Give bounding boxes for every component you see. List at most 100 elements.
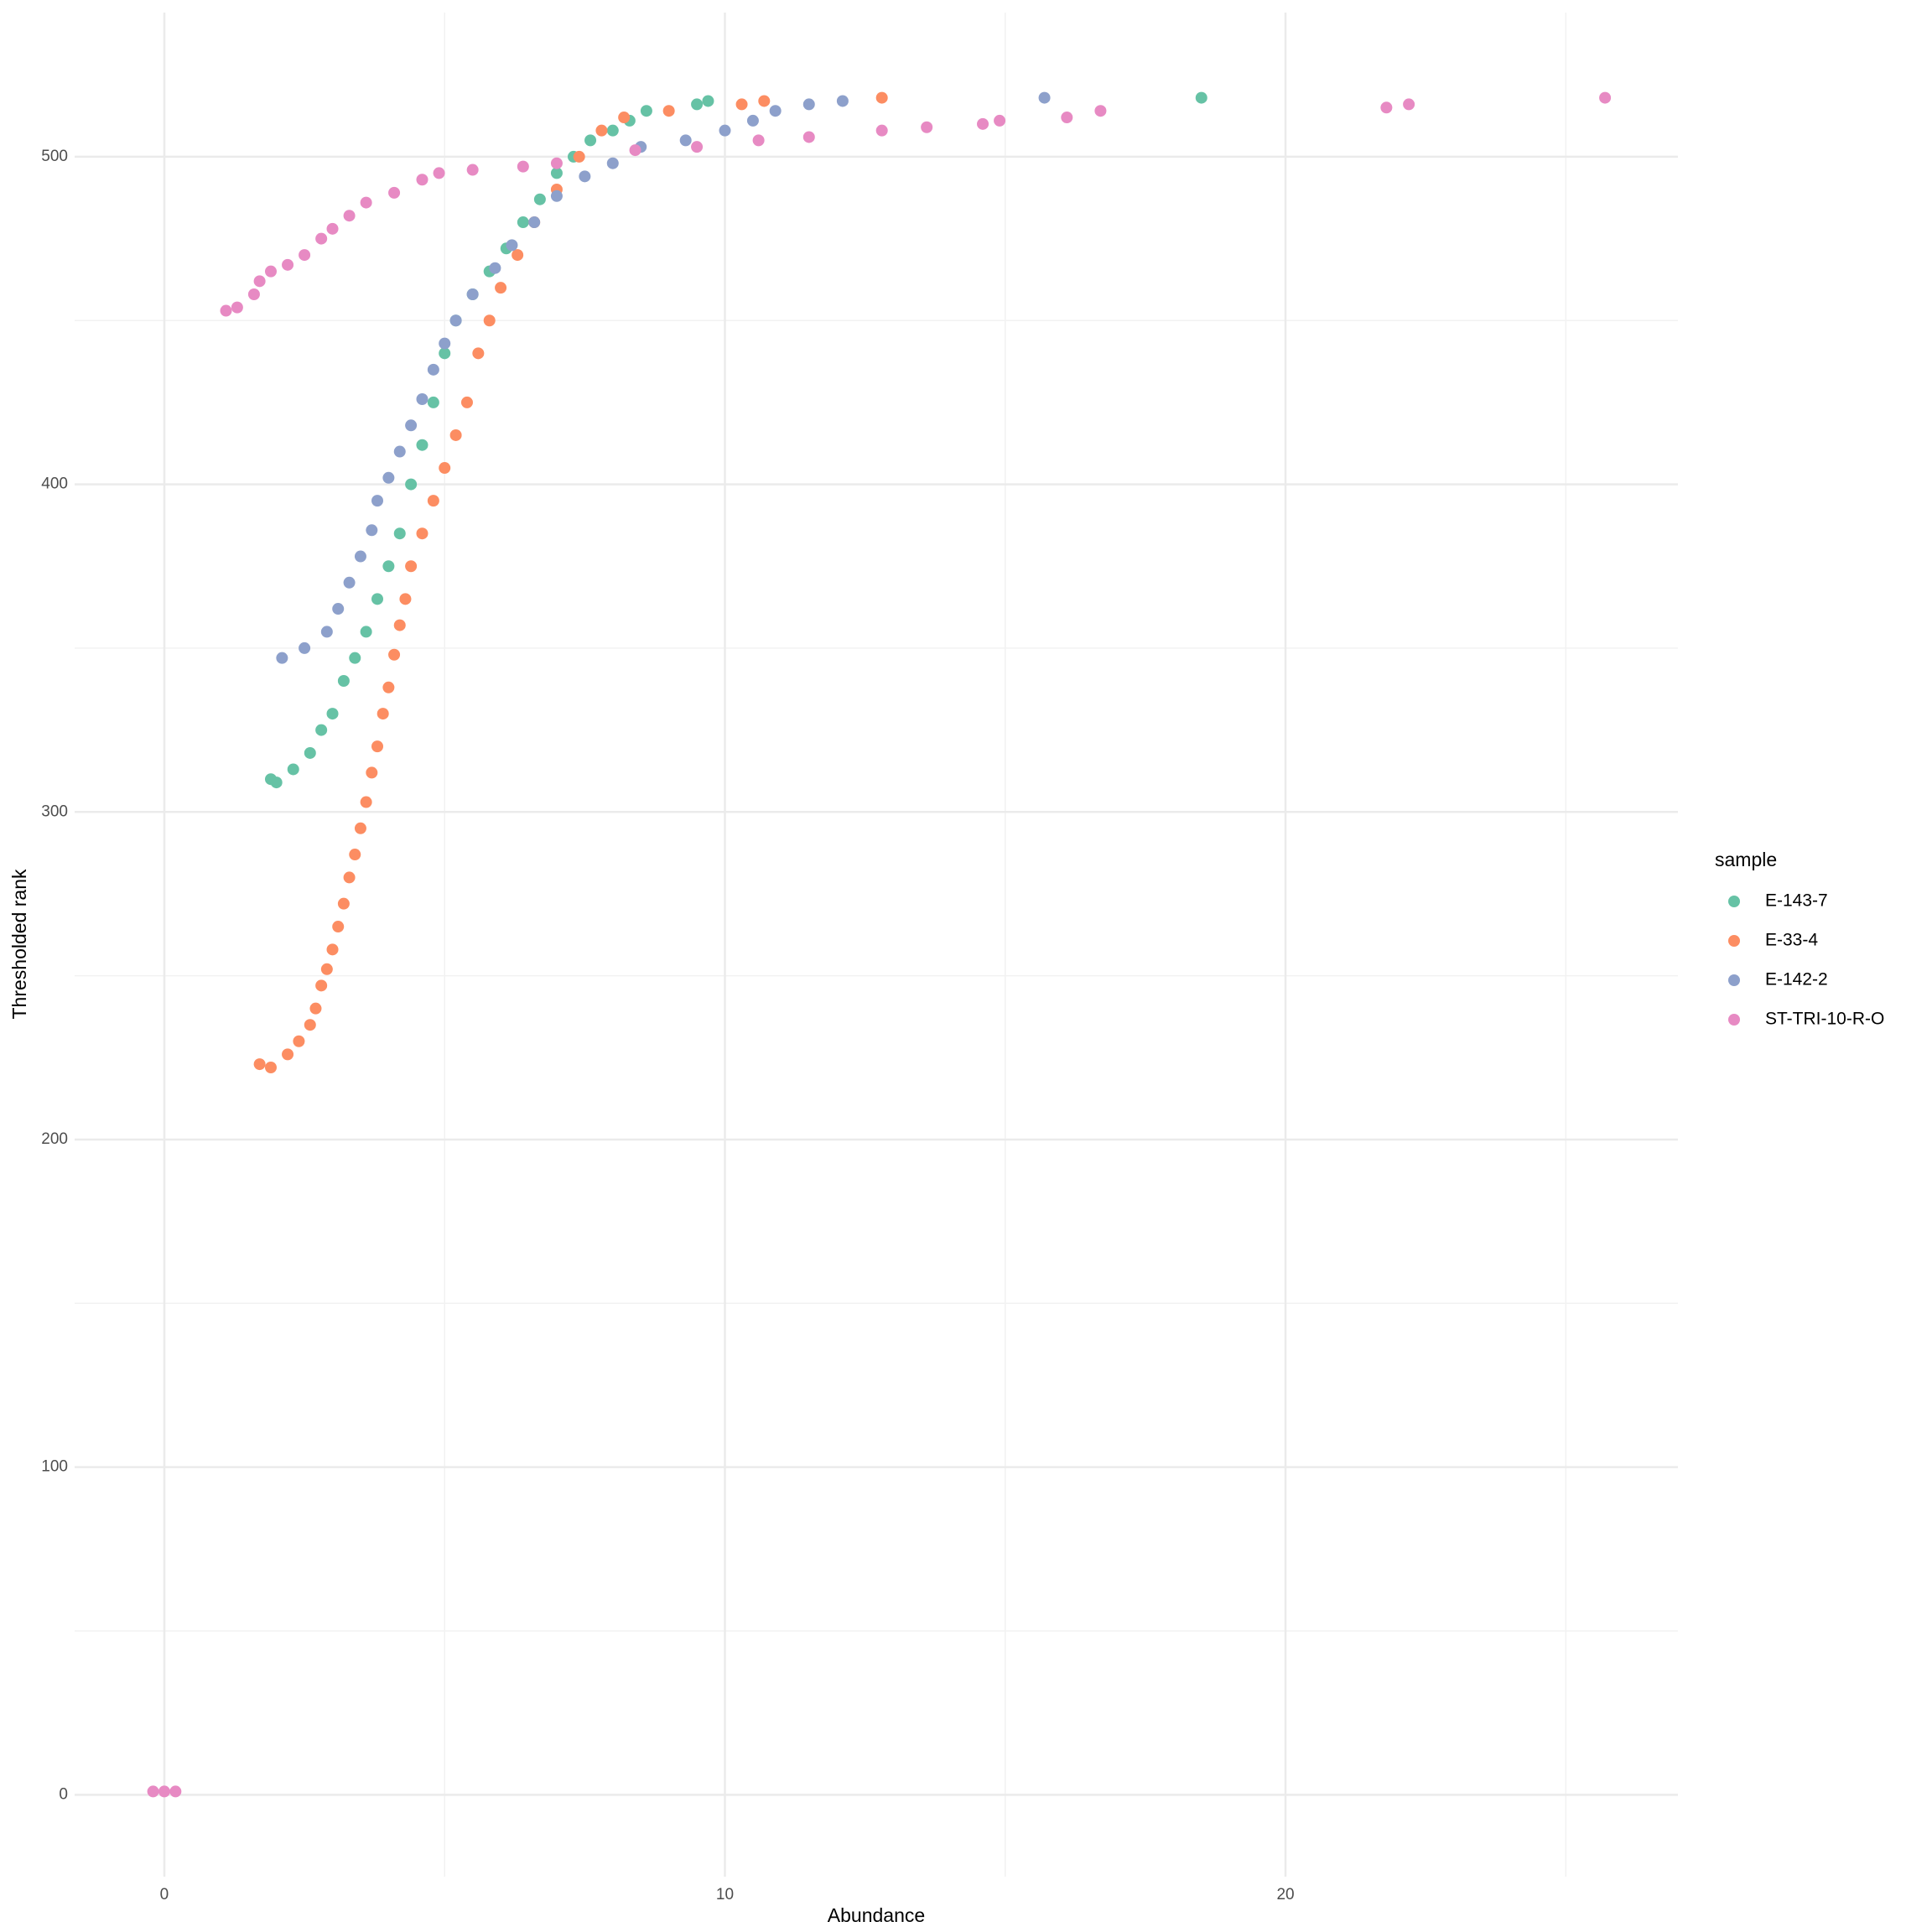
- point: [489, 262, 501, 274]
- point: [802, 98, 815, 111]
- point: [315, 232, 328, 245]
- point: [320, 626, 333, 638]
- point: [1038, 91, 1051, 104]
- point: [528, 216, 541, 229]
- point: [533, 193, 546, 205]
- point: [393, 527, 406, 540]
- point: [366, 524, 378, 537]
- point: [472, 347, 485, 360]
- point: [679, 134, 692, 147]
- point: [550, 190, 563, 202]
- point: [769, 105, 782, 117]
- point: [439, 347, 451, 360]
- point: [1061, 112, 1073, 124]
- point: [276, 652, 288, 664]
- point: [1380, 101, 1393, 114]
- point: [405, 560, 418, 573]
- point: [360, 796, 372, 808]
- point: [416, 527, 428, 540]
- x-tick-label: 0: [160, 1886, 169, 1903]
- point: [282, 1048, 294, 1061]
- point: [405, 419, 418, 432]
- legend-marker: [1728, 974, 1740, 986]
- point: [921, 121, 933, 133]
- point: [326, 222, 339, 235]
- point: [388, 186, 401, 199]
- point: [550, 167, 563, 179]
- point: [270, 776, 283, 789]
- point: [220, 304, 232, 317]
- y-tick-label: 0: [59, 1785, 68, 1803]
- point: [629, 144, 641, 157]
- point: [309, 1002, 322, 1015]
- point: [231, 301, 243, 314]
- point: [382, 560, 395, 573]
- point: [439, 462, 451, 475]
- point: [349, 849, 361, 861]
- point: [299, 641, 311, 654]
- point: [158, 1785, 170, 1798]
- legend-title: sample: [1715, 849, 1777, 870]
- point: [343, 576, 356, 589]
- point: [433, 167, 445, 179]
- point: [349, 652, 361, 664]
- point: [377, 708, 389, 720]
- point: [388, 648, 401, 661]
- legend-label: E-33-4: [1765, 931, 1818, 950]
- point: [360, 626, 372, 638]
- point: [746, 114, 759, 127]
- point: [517, 160, 529, 173]
- point: [427, 396, 439, 408]
- point: [264, 1062, 277, 1074]
- x-tick-label: 10: [716, 1886, 734, 1903]
- point: [416, 393, 428, 406]
- point: [606, 157, 619, 169]
- point: [354, 550, 366, 563]
- point: [282, 258, 294, 271]
- point: [752, 134, 765, 147]
- point: [584, 134, 597, 147]
- point: [264, 265, 277, 278]
- point: [287, 763, 299, 776]
- point: [875, 91, 888, 104]
- point: [449, 428, 462, 441]
- point: [360, 196, 372, 209]
- point: [512, 249, 524, 262]
- point: [994, 114, 1006, 127]
- point: [332, 603, 345, 615]
- y-tick-label: 100: [41, 1458, 68, 1476]
- point: [875, 124, 888, 137]
- point: [802, 131, 815, 143]
- point: [247, 288, 260, 300]
- point: [1599, 91, 1612, 104]
- point: [427, 363, 439, 376]
- point: [1195, 91, 1208, 104]
- point: [416, 439, 428, 451]
- point: [304, 746, 316, 759]
- point: [382, 681, 395, 693]
- point: [371, 740, 384, 753]
- point: [702, 95, 714, 107]
- legend-label: E-143-7: [1765, 891, 1828, 911]
- point: [299, 249, 311, 262]
- legend-label: ST-TRI-10-R-O: [1765, 1010, 1884, 1029]
- point: [393, 619, 406, 631]
- y-tick-label: 200: [41, 1130, 68, 1148]
- point: [253, 1058, 266, 1071]
- point: [735, 98, 748, 111]
- point: [253, 275, 266, 288]
- point: [691, 141, 704, 153]
- point: [579, 170, 591, 183]
- point: [1094, 105, 1107, 117]
- legend-label: E-142-2: [1765, 970, 1828, 989]
- point: [371, 495, 384, 507]
- point: [618, 112, 631, 124]
- point: [517, 216, 529, 229]
- point: [393, 445, 406, 458]
- point: [147, 1785, 159, 1798]
- point: [315, 979, 328, 992]
- point: [326, 708, 339, 720]
- point: [169, 1785, 182, 1798]
- point: [466, 164, 479, 176]
